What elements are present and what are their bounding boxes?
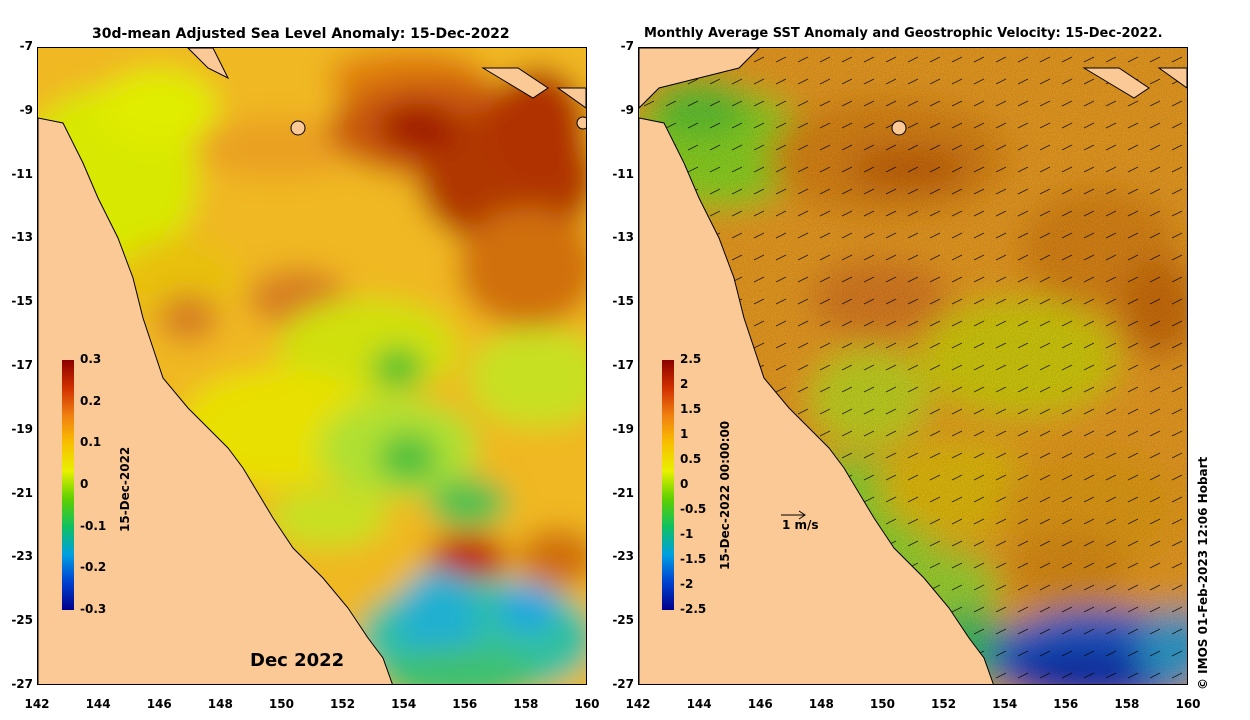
y-tick-label: -21 (11, 485, 33, 500)
y-tick-label: -19 (612, 421, 634, 436)
y-tick-label: -27 (612, 677, 634, 691)
colorbar-tick-label: -2 (680, 577, 694, 591)
y-tick-label: -21 (612, 485, 634, 500)
x-tick-label: 154 (992, 697, 1018, 711)
x-tick-label: 150 (268, 697, 294, 711)
colorbar-tick-label: 0.3 (80, 352, 102, 366)
y-tick-label: -11 (11, 166, 33, 181)
right-map-title: Monthly Average SST Anomaly and Geostrop… (644, 26, 1163, 41)
x-tick-label: 142 (625, 697, 651, 711)
y-tick-label: -15 (612, 294, 634, 309)
y-tick-label: -9 (620, 102, 634, 117)
x-tick-label: 146 (747, 697, 773, 711)
x-tick-label: 158 (1114, 697, 1140, 711)
y-tick-label: -17 (11, 358, 33, 372)
colorbar-tick-label: -0.3 (80, 602, 107, 616)
x-tick-label: 152 (931, 697, 957, 711)
colorbar-tick-label: 2.5 (680, 352, 702, 366)
x-tick-label: 156 (1053, 697, 1079, 711)
x-tick-label: 160 (1175, 697, 1201, 711)
month-label: Dec 2022 (250, 650, 345, 671)
colorbar-tick-label: 0.5 (680, 452, 702, 466)
y-tick-label: -25 (11, 613, 33, 628)
x-tick-label: 148 (808, 697, 834, 711)
x-tick-label: 160 (574, 697, 600, 711)
x-tick-label: 148 (207, 697, 233, 711)
australia-coast (38, 117, 393, 684)
y-tick-label: -25 (612, 613, 634, 628)
left-map-title: 30d-mean Adjusted Sea Level Anomaly: 15-… (92, 26, 510, 42)
sea-level-anomaly-map[interactable] (37, 47, 587, 685)
y-tick-label: -15 (11, 294, 33, 309)
colorbar-tick-label: 0 (680, 477, 689, 491)
colorbar-tick-label: 0 (80, 477, 89, 491)
x-tick-label: 144 (686, 697, 712, 711)
y-tick-label: -27 (11, 677, 33, 691)
colorbar-tick-label: 0.1 (80, 435, 102, 450)
x-tick-label: 154 (391, 697, 417, 711)
x-tick-label: 158 (513, 697, 539, 711)
sla-colorbar (62, 360, 74, 610)
y-tick-label: -23 (612, 549, 634, 564)
y-tick-label: -11 (612, 166, 634, 181)
y-tick-label: -7 (19, 39, 33, 53)
colorbar-tick-label: -2.5 (680, 602, 707, 616)
sst-colorbar-label: 15-Dec-2022 00:00:00 (718, 420, 732, 570)
y-tick-label: -7 (620, 39, 634, 53)
colorbar-tick-label: -1 (680, 527, 694, 541)
sst-anomaly-map[interactable] (638, 47, 1188, 685)
x-tick-label: 146 (146, 697, 172, 711)
x-tick-label: 156 (452, 697, 478, 711)
y-tick-label: -13 (11, 230, 33, 245)
colorbar-tick-label: 2 (680, 377, 689, 391)
x-tick-label: 144 (85, 697, 111, 711)
colorbar-tick-label: 0.2 (80, 393, 102, 408)
y-tick-label: -17 (612, 358, 634, 372)
australia-coast (639, 117, 994, 684)
sla-field (38, 48, 586, 684)
credit-text: © IMOS 01-Feb-2023 12:06 Hobart (1196, 456, 1210, 690)
y-tick-label: -23 (11, 549, 33, 564)
velocity-scale-arrow (781, 510, 806, 520)
colorbar-tick-label: -0.5 (680, 502, 707, 516)
sst-colorbar (662, 360, 674, 610)
y-tick-label: -19 (11, 421, 33, 436)
y-tick-label: -13 (612, 230, 634, 245)
colorbar-tick-label: 1.5 (680, 402, 702, 416)
x-tick-label: 142 (24, 697, 50, 711)
colorbar-tick-label: 1 (680, 427, 689, 441)
y-tick-label: -9 (19, 102, 33, 117)
colorbar-tick-label: -0.1 (80, 518, 107, 533)
colorbar-tick-label: -0.2 (80, 560, 107, 575)
x-tick-label: 152 (330, 697, 356, 711)
x-tick-label: 150 (869, 697, 895, 711)
velocity-scale-label: 1 m/s (782, 518, 819, 532)
colorbar-tick-label: -1.5 (680, 552, 707, 566)
sla-colorbar-label: 15-Dec-2022 (118, 446, 132, 532)
